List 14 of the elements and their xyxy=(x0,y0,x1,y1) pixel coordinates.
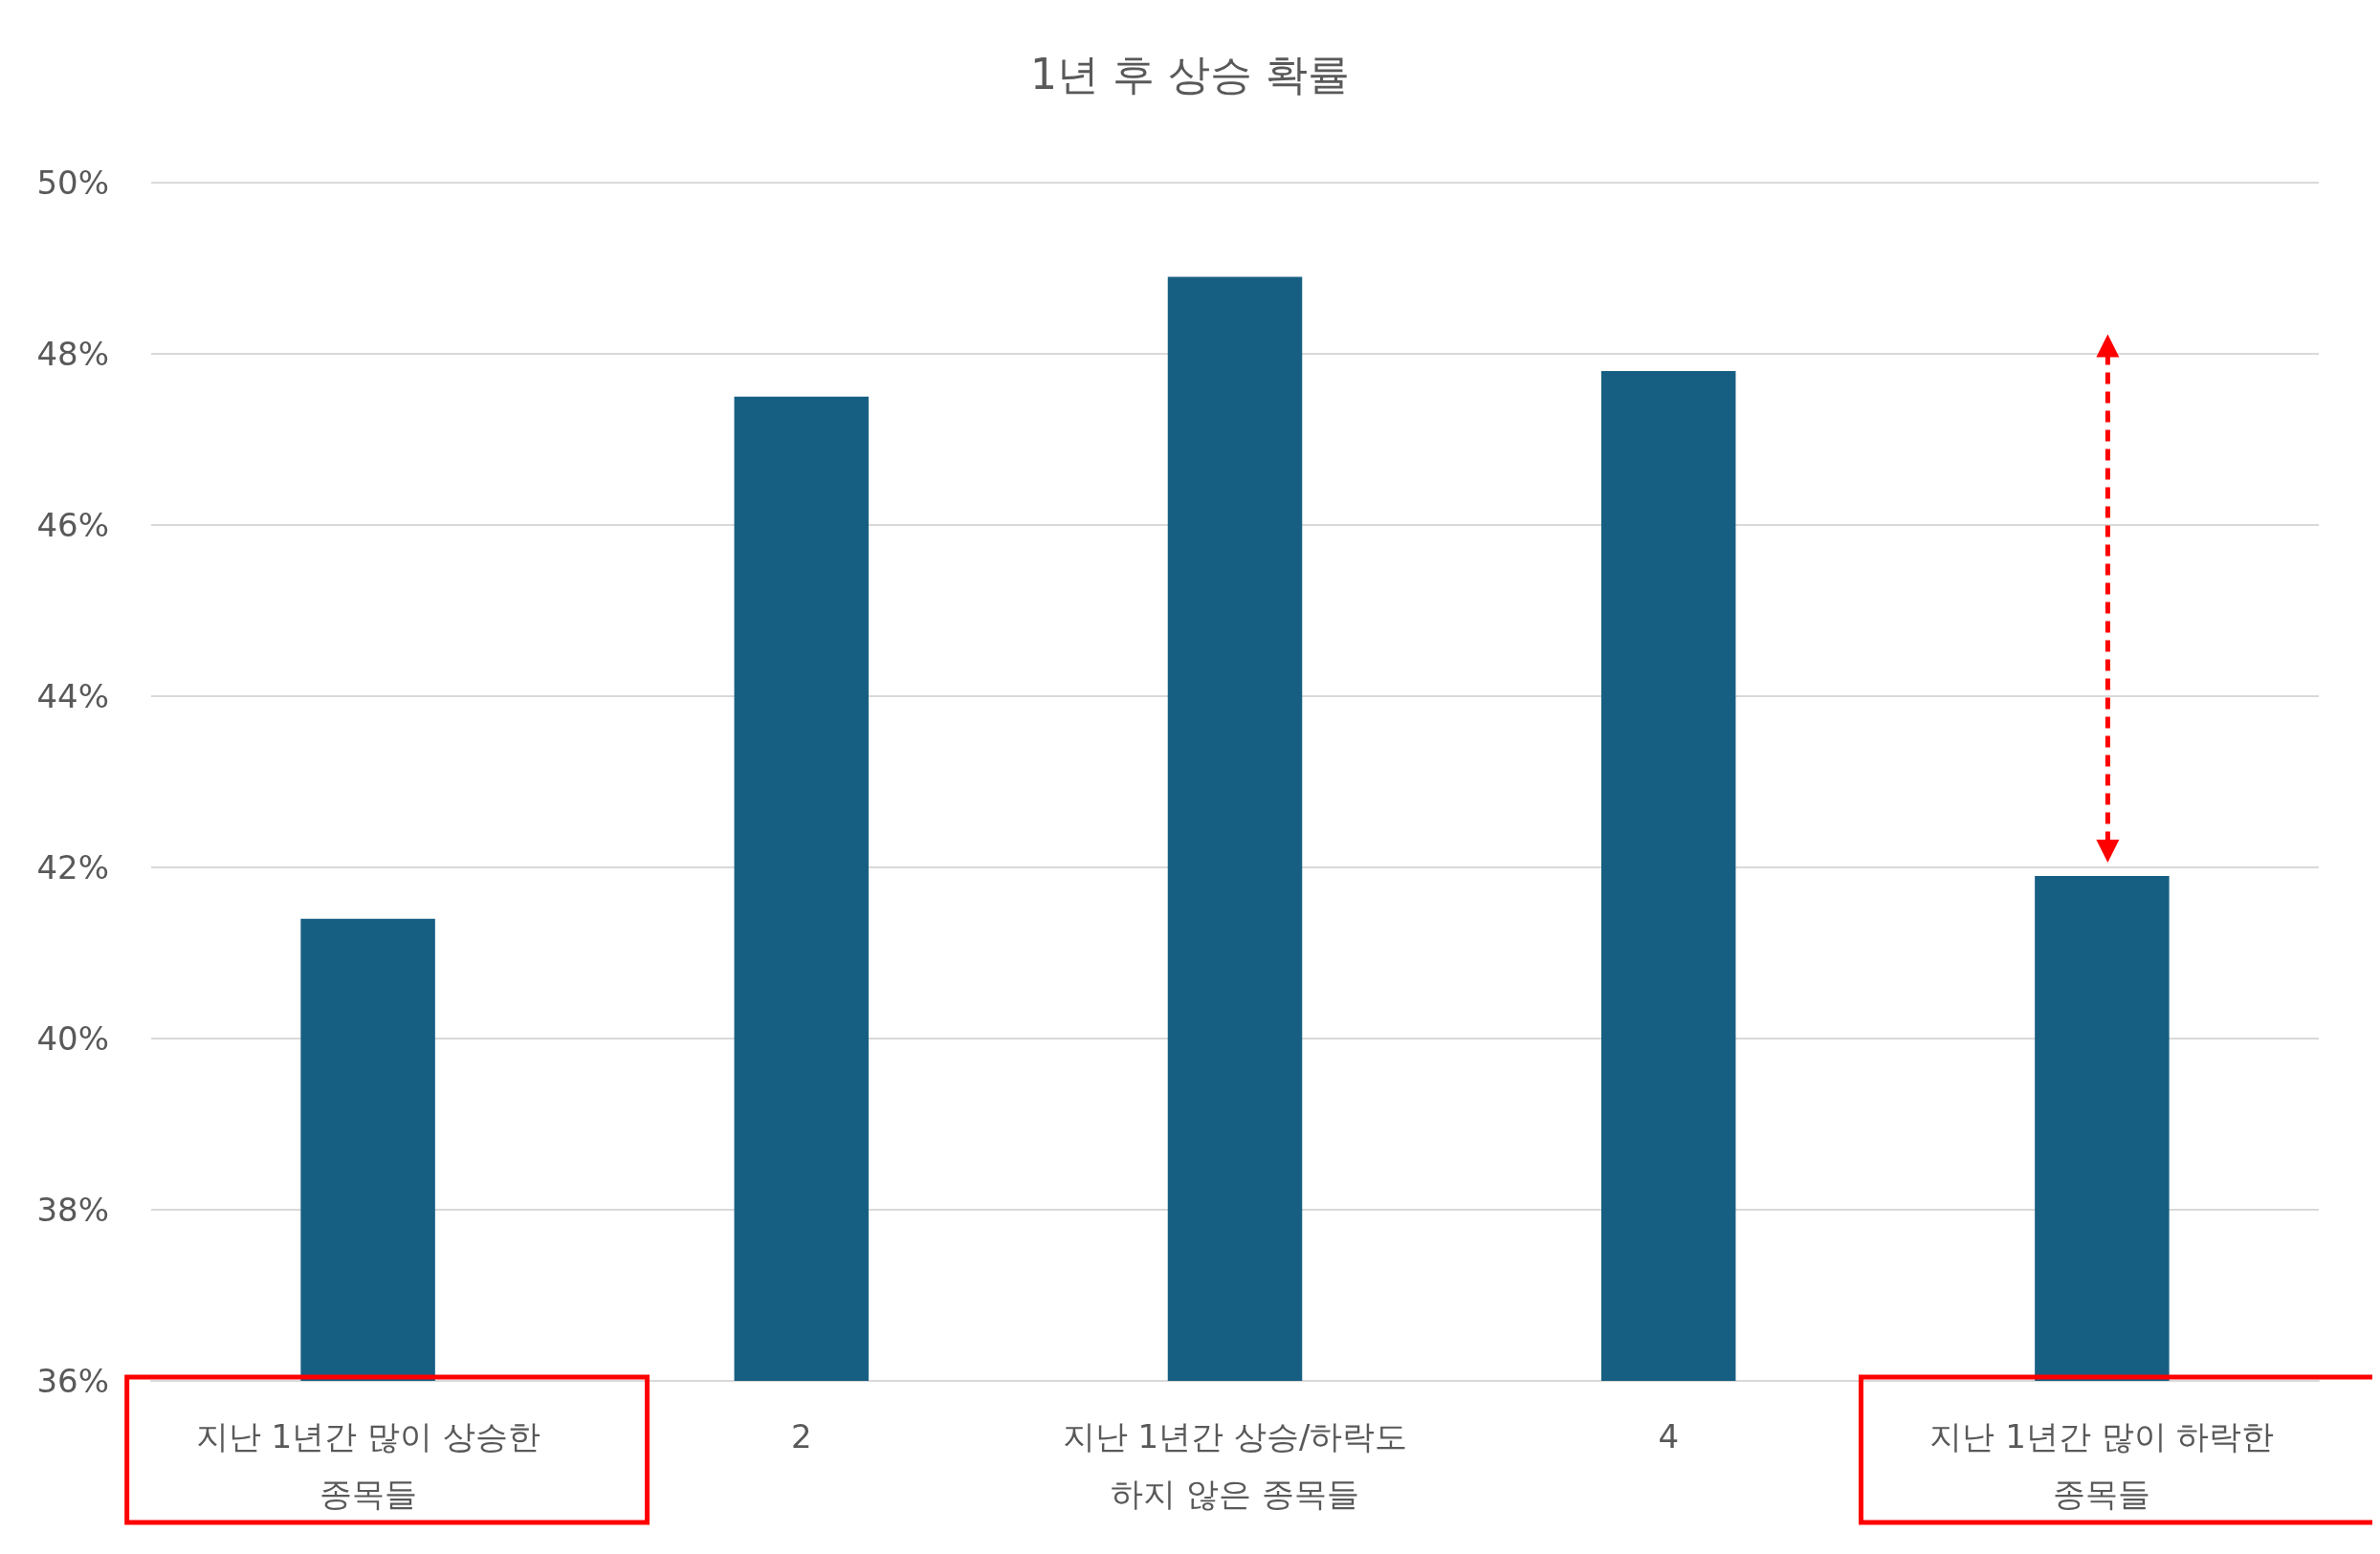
x-tick-label: 지난 1년간 많이 하락한 종목들 xyxy=(1929,1417,2275,1513)
y-tick-label: 42% xyxy=(36,848,109,886)
y-tick-label: 40% xyxy=(36,1019,109,1058)
y-tick-label: 46% xyxy=(36,506,109,544)
x-tick-label: 2 xyxy=(790,1417,812,1456)
x-tick-label: 4 xyxy=(1658,1417,1680,1456)
y-tick-label: 36% xyxy=(36,1362,109,1400)
x-tick-label: 지난 1년간 상승/하락도 하지 않은 종목들 xyxy=(1062,1417,1408,1513)
chart-title: 1년 후 상승 확률 xyxy=(1030,49,1350,98)
y-tick-label: 48% xyxy=(36,335,109,373)
y-tick-label: 38% xyxy=(36,1191,109,1229)
x-tick-label: 지난 1년간 많이 상승한 종목들 xyxy=(195,1417,540,1513)
y-tick-label: 50% xyxy=(36,164,109,202)
y-tick-label: 44% xyxy=(36,677,109,715)
